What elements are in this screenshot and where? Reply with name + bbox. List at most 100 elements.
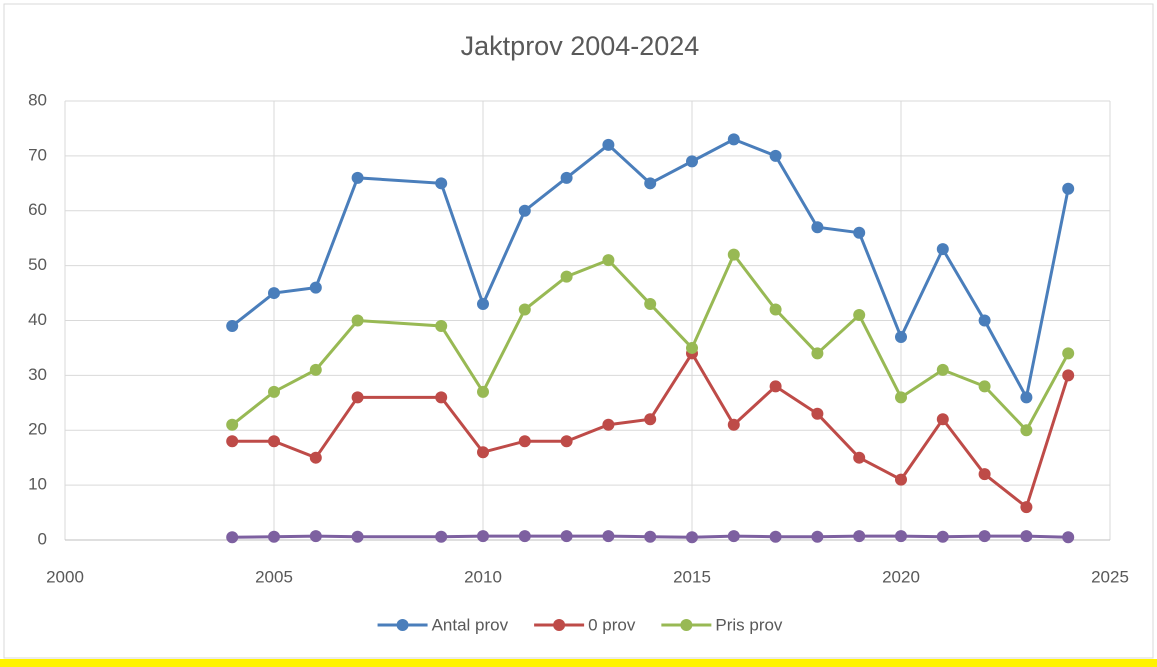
data-point (1062, 347, 1075, 360)
series-line (231, 251, 1070, 433)
data-point (602, 254, 615, 267)
data-point (1020, 530, 1033, 543)
data-point (309, 451, 322, 464)
data-point (309, 530, 322, 543)
data-point (1062, 531, 1075, 544)
legend-marker (680, 619, 693, 631)
data-point (727, 133, 740, 146)
data-point (435, 391, 448, 404)
data-point (686, 155, 698, 168)
data-point (268, 287, 280, 300)
chart-border (3, 3, 1154, 659)
data-point (560, 171, 573, 184)
data-point (226, 435, 239, 448)
x-tick-label: 2005 (255, 567, 293, 586)
data-point (811, 347, 824, 360)
data-point (811, 530, 824, 543)
x-tick-label: 2000 (46, 567, 84, 586)
data-point (268, 435, 280, 448)
data-point (936, 243, 949, 256)
y-tick-label: 50 (28, 255, 47, 274)
legend-label: Antal prov (432, 615, 509, 634)
data-point (351, 391, 364, 404)
legend-label: Pris prov (715, 615, 783, 634)
chart-title: Jaktprov 2004-2024 (461, 31, 700, 61)
data-point (727, 530, 740, 543)
data-point (226, 319, 239, 332)
data-point (853, 530, 866, 543)
data-point (811, 221, 824, 234)
data-point (769, 380, 782, 393)
data-point (560, 270, 573, 283)
data-point (895, 473, 907, 486)
data-point (1020, 391, 1033, 404)
data-point (602, 530, 615, 543)
series-line (231, 137, 1070, 402)
data-point (1062, 182, 1075, 195)
series-line (232, 350, 1070, 510)
legend-marker (553, 619, 566, 631)
data-point (936, 413, 949, 426)
data-point (644, 413, 657, 426)
data-point (769, 530, 782, 543)
data-point (978, 314, 991, 327)
data-point (309, 363, 322, 376)
x-tick-label: 2020 (882, 567, 920, 586)
legend-item: Antal prov (377, 615, 509, 634)
data-point (477, 385, 489, 398)
legend-item: 0 prov (534, 615, 636, 634)
data-point (978, 380, 991, 393)
data-point (769, 303, 782, 316)
x-tick-label: 2015 (673, 567, 711, 586)
data-point (518, 204, 531, 217)
data-point (895, 330, 907, 343)
data-point (435, 177, 448, 190)
legend-label: 0 prov (588, 615, 636, 634)
data-point (936, 530, 949, 543)
data-point (686, 531, 698, 544)
x-tick-label: 2010 (464, 567, 502, 586)
y-tick-label: 70 (28, 145, 47, 164)
data-point (477, 298, 489, 311)
data-point (351, 314, 364, 327)
data-point (853, 309, 866, 322)
data-point (351, 171, 364, 184)
y-tick-label: 20 (28, 420, 47, 439)
data-point (811, 407, 824, 420)
data-point (1020, 501, 1033, 514)
data-point (978, 468, 991, 481)
data-point (936, 363, 949, 376)
data-point (727, 418, 740, 431)
y-tick-label: 60 (28, 200, 47, 219)
data-point (644, 530, 657, 543)
data-point (686, 341, 698, 354)
data-point (309, 281, 322, 294)
data-point (769, 149, 782, 162)
data-point (853, 226, 866, 239)
legend-item: Pris prov (661, 615, 783, 634)
data-point (268, 530, 280, 543)
x-tick-label: 2025 (1091, 567, 1129, 586)
data-point (226, 418, 239, 431)
legend-marker (396, 619, 409, 631)
data-point (518, 303, 531, 316)
data-point (518, 435, 531, 448)
data-point (895, 391, 907, 404)
data-point (435, 530, 448, 543)
data-point (602, 138, 615, 151)
y-tick-label: 40 (28, 310, 47, 329)
data-point (1020, 424, 1033, 437)
y-tick-label: 10 (28, 475, 47, 494)
data-point (644, 298, 657, 311)
data-point (477, 530, 489, 543)
data-point (435, 319, 448, 332)
y-tick-label: 0 (38, 529, 47, 548)
data-point (477, 446, 489, 459)
data-point (560, 530, 573, 543)
data-point (518, 530, 531, 543)
data-point (644, 177, 657, 190)
data-point (268, 385, 280, 398)
series-line (232, 534, 1069, 539)
data-point (351, 530, 364, 543)
